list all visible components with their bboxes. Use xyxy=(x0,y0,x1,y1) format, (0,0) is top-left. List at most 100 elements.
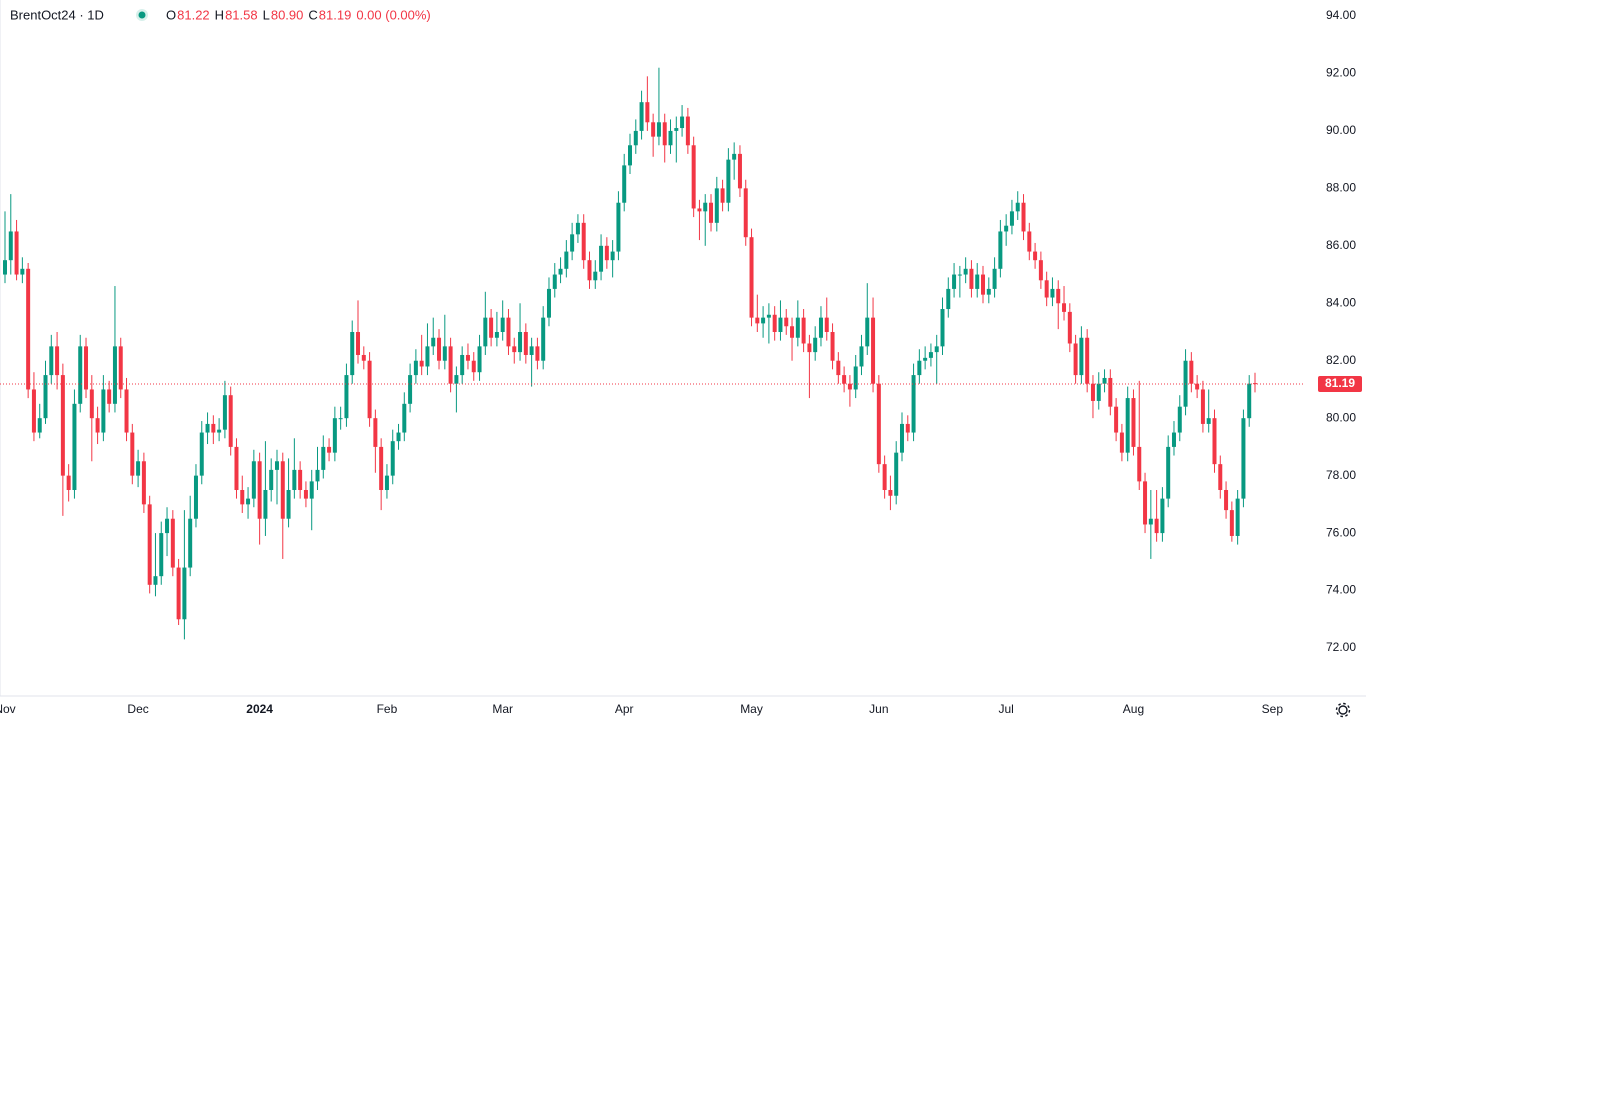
candle-body xyxy=(1229,510,1234,536)
candle-body xyxy=(807,343,812,353)
candle-body xyxy=(587,260,592,281)
legend-key: C xyxy=(308,7,317,22)
status-dot xyxy=(138,11,146,19)
candle-body xyxy=(298,469,303,490)
candle-body xyxy=(680,116,685,129)
candle-body xyxy=(1102,377,1107,384)
candle-body xyxy=(442,346,447,361)
candle-body xyxy=(1189,360,1194,384)
candle-body xyxy=(928,352,933,358)
candle-body xyxy=(622,165,627,203)
candle-body xyxy=(1241,418,1246,499)
candle-body xyxy=(506,317,511,347)
candle-body xyxy=(633,130,638,146)
candle-body xyxy=(321,446,326,470)
candle-body xyxy=(824,317,829,332)
candle-body xyxy=(917,360,922,376)
candle-body xyxy=(923,357,928,361)
candle-body xyxy=(1200,389,1205,424)
candle-body xyxy=(1085,337,1090,384)
candle-body xyxy=(315,469,320,482)
candle-body xyxy=(616,202,621,252)
candle-body xyxy=(460,354,465,376)
symbol-title[interactable]: BrentOct24 · 1D xyxy=(10,7,104,22)
candle-body xyxy=(37,418,42,433)
candle-body xyxy=(1090,383,1095,401)
candle-body xyxy=(795,317,800,338)
candle-body xyxy=(124,389,129,433)
candle-body xyxy=(969,268,974,289)
last-price-label: 81.19 xyxy=(1325,376,1355,390)
candle-body xyxy=(1114,406,1119,433)
y-tick-label: 78.00 xyxy=(1326,468,1356,482)
candle-body xyxy=(784,317,789,327)
candle-body xyxy=(662,122,667,146)
candle-body xyxy=(1062,303,1067,312)
candle-body xyxy=(558,268,563,275)
candle-body xyxy=(26,268,31,390)
candle-body xyxy=(1108,377,1113,407)
candle-body xyxy=(1160,498,1165,534)
candle-body xyxy=(483,317,488,347)
candle-body xyxy=(992,268,997,289)
candle-body xyxy=(431,337,436,347)
candle-body xyxy=(153,576,158,585)
x-tick-label: Mar xyxy=(492,702,513,716)
candle-body xyxy=(512,346,517,353)
legend-key: H xyxy=(215,7,224,22)
candle-body xyxy=(818,317,823,338)
candle-body xyxy=(95,418,100,433)
candle-body xyxy=(448,346,453,384)
candle-body xyxy=(871,317,876,384)
candle-body xyxy=(732,153,737,160)
candle-body xyxy=(1224,490,1229,511)
candle-body xyxy=(847,383,852,390)
candle-body xyxy=(1015,202,1020,212)
candle-body xyxy=(952,274,957,289)
candle-body xyxy=(396,432,401,442)
candle-body xyxy=(170,518,175,568)
candle-body xyxy=(703,202,708,212)
candle-body xyxy=(43,375,48,419)
candle-body xyxy=(865,317,870,347)
legend-key: L xyxy=(263,7,270,22)
gear-teeth xyxy=(1335,702,1351,718)
candle-body xyxy=(963,268,968,275)
candle-body xyxy=(766,314,771,318)
candle-body xyxy=(876,383,881,465)
candle-body xyxy=(1009,211,1014,226)
candle-body xyxy=(709,202,714,223)
candle-body xyxy=(564,251,569,269)
candle-body xyxy=(1027,231,1032,252)
candle-body xyxy=(934,346,939,353)
candle-body xyxy=(957,274,962,276)
candle-body xyxy=(55,346,60,376)
candle-body xyxy=(165,518,170,534)
candle-body xyxy=(477,346,482,373)
candle-body xyxy=(1119,432,1124,453)
candle-body xyxy=(489,317,494,338)
candle-body xyxy=(639,102,644,131)
settings-icon[interactable] xyxy=(1335,702,1351,718)
candle-body xyxy=(674,128,679,131)
ohlc-legend: O 81.22 H 81.58 L 80.90 C 81.19 0.00 (0.00%) xyxy=(166,7,431,22)
candle-body xyxy=(1171,432,1176,447)
candle-body xyxy=(367,360,372,419)
candle-body xyxy=(1154,518,1159,534)
candle-body xyxy=(801,317,806,344)
x-tick-label: Jun xyxy=(869,702,888,716)
candle-body xyxy=(668,130,673,146)
candle-body xyxy=(344,375,349,419)
candle-body xyxy=(518,332,523,353)
candle-body xyxy=(610,251,615,261)
candle-body xyxy=(14,231,19,275)
candle-body xyxy=(1235,498,1240,536)
candle-body xyxy=(1044,280,1049,298)
candle-body xyxy=(894,452,899,496)
y-tick-label: 86.00 xyxy=(1326,238,1356,252)
candle-body xyxy=(1038,260,1043,281)
y-tick-label: 88.00 xyxy=(1326,181,1356,195)
candle-body xyxy=(182,567,187,620)
candle-body xyxy=(211,423,216,433)
candle-body xyxy=(842,375,847,384)
